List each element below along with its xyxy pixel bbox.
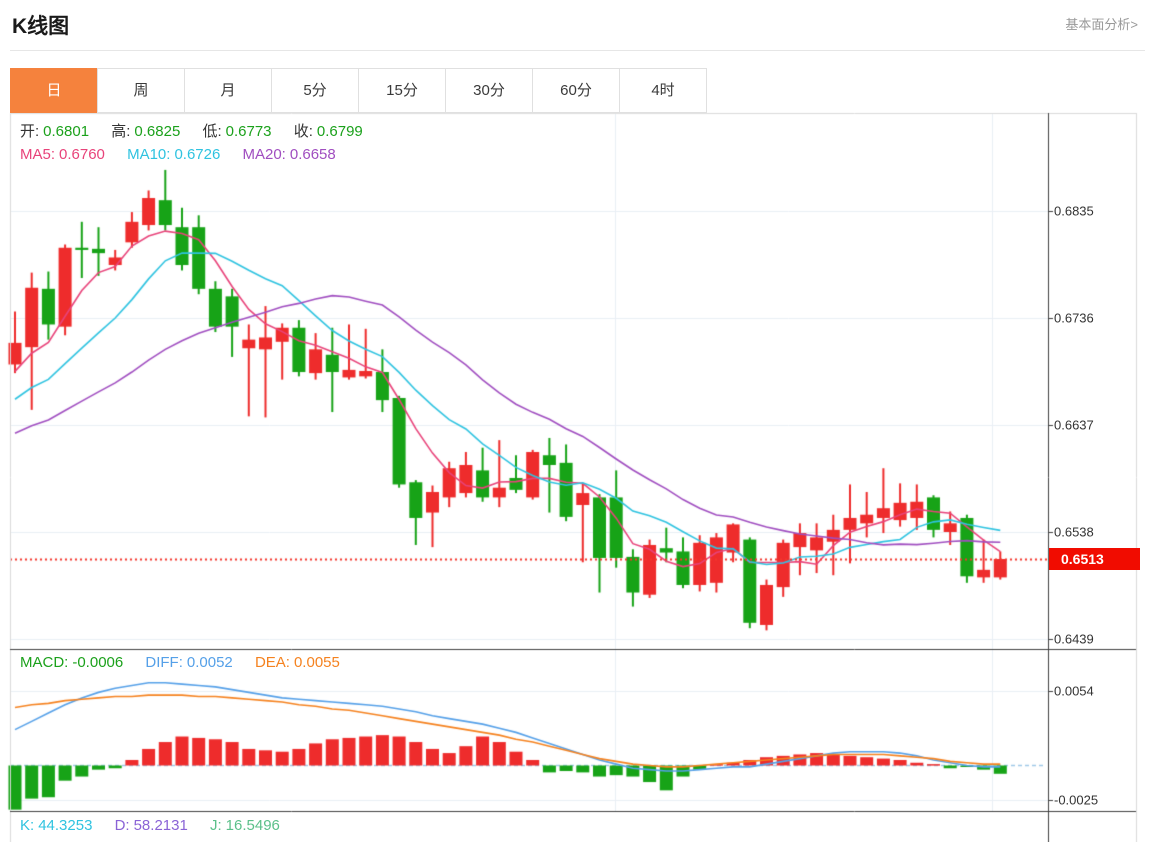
k-value: 44.3253 (38, 817, 93, 834)
open-group: 开: 0.6801 (20, 123, 89, 140)
price-tick-label: 0.6538 (1054, 524, 1094, 540)
close-group: 收: 0.6799 (294, 123, 363, 140)
price-tick-label: 0.6835 (1054, 203, 1094, 219)
diff-label: DIFF: (145, 654, 183, 671)
ma10-group: MA10: 0.6726 (127, 146, 220, 163)
macd-legend: MACD: -0.0006 DIFF: 0.0052 DEA: 0.0055 (20, 654, 358, 671)
price-tick-label: 0.6736 (1054, 310, 1094, 326)
ma5-label: MA5: (20, 146, 56, 163)
close-label: 收: (293, 123, 313, 140)
macd-label: MACD: (20, 654, 69, 671)
low-group: 低: 0.6773 (202, 123, 271, 140)
ma20-value: 0.6658 (289, 146, 336, 163)
macd-group: MACD: -0.0006 (20, 654, 123, 671)
d-label: D: (114, 817, 130, 834)
tab-月[interactable]: 月 (184, 68, 272, 113)
ma10-label: MA10: (127, 146, 171, 163)
ma5-value: 0.6760 (59, 146, 105, 163)
diff-group: DIFF: 0.0052 (145, 654, 232, 671)
ohlc-legend: 开: 0.6801 高: 0.6825 低: 0.6773 收: 0.6799 (20, 120, 381, 141)
dea-label: DEA: (254, 654, 290, 671)
ma10-value: 0.6726 (174, 146, 221, 163)
j-group: J: 16.5496 (210, 817, 280, 834)
interval-tabs: 日周月 5分 15分 30分 60分 4时 (10, 68, 707, 113)
macd-tick-label: 0.0054 (1054, 683, 1094, 699)
ma20-label: MA20: (242, 146, 286, 163)
d-group: D: 58.2131 (115, 817, 188, 834)
price-tick-label: 0.6439 (1054, 631, 1094, 647)
tab-日[interactable]: 日 (10, 68, 98, 113)
macd-value: -0.0006 (72, 654, 124, 671)
open-label: 开: (20, 123, 40, 140)
tab-15分[interactable]: 15分 (358, 68, 446, 113)
ma5-group: MA5: 0.6760 (20, 146, 105, 163)
diff-value: 0.0052 (186, 654, 233, 671)
low-value: 0.6773 (225, 123, 272, 140)
close-value: 0.6799 (316, 123, 363, 140)
tab-30分[interactable]: 30分 (445, 68, 533, 113)
high-value: 0.6825 (134, 123, 181, 140)
tab-周[interactable]: 周 (97, 68, 185, 113)
j-value: 16.5496 (225, 817, 280, 834)
current-price-badge: 0.6513 (1049, 548, 1140, 570)
high-group: 高: 0.6825 (111, 123, 180, 140)
dea-group: DEA: 0.0055 (255, 654, 340, 671)
low-label: 低: (202, 123, 222, 140)
d-value: 58.2131 (133, 817, 188, 834)
dea-value: 0.0055 (293, 654, 340, 671)
j-label: J: (210, 817, 222, 834)
macd-tick-label: -0.0025 (1054, 792, 1099, 808)
k-group: K: 44.3253 (20, 817, 92, 834)
kdj-legend: K: 44.3253 D: 58.2131 J: 16.5496 (20, 817, 298, 834)
ma-legend: MA5: 0.6760 MA10: 0.6726 MA20: 0.6658 (20, 146, 354, 163)
open-value: 0.6801 (43, 123, 90, 140)
tab-4时[interactable]: 4时 (619, 68, 707, 113)
tab-60分[interactable]: 60分 (532, 68, 620, 113)
ma20-group: MA20: 0.6658 (243, 146, 336, 163)
price-tick-label: 0.6637 (1054, 417, 1094, 433)
high-label: 高: (111, 123, 131, 140)
tab-5分[interactable]: 5分 (271, 68, 359, 113)
k-label: K: (20, 817, 35, 834)
